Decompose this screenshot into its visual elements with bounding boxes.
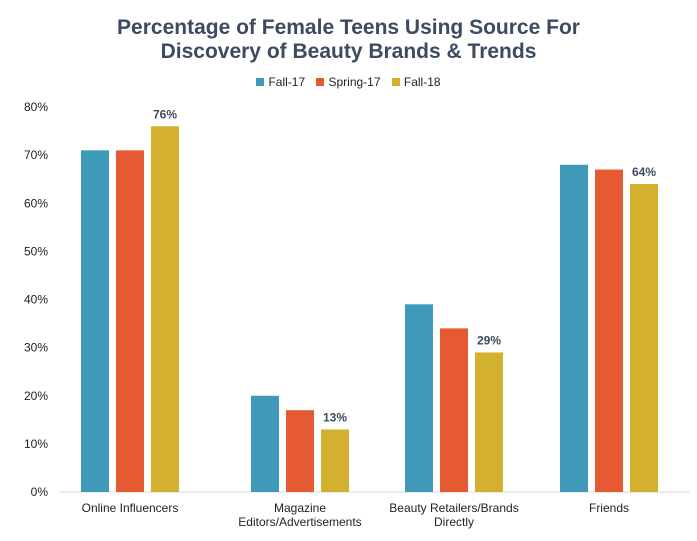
legend-swatch-spring-17 [316, 78, 325, 86]
x-tick-label: Friends [589, 501, 629, 515]
legend-swatch-fall-18 [391, 78, 400, 86]
y-tick-label: 20% [24, 389, 48, 403]
bar-fall-18-3 [630, 184, 658, 492]
y-tick-label: 80% [24, 100, 48, 114]
bar-fall-17-0 [81, 150, 109, 492]
bar-fall-18-0 [151, 126, 179, 492]
bar-fall-17-3 [560, 164, 588, 492]
bar-fall-18-2 [475, 352, 503, 492]
y-tick-label: 60% [24, 196, 48, 210]
legend-label-spring-17: Spring-17 [328, 75, 381, 89]
bar-spring-17-1 [286, 410, 314, 492]
legend-item-fall-17: Fall-17 [256, 75, 305, 89]
data-label: 29% [477, 333, 501, 347]
data-label: 64% [632, 165, 656, 179]
x-tick-label: Beauty Retailers/Brands [389, 501, 518, 515]
x-tick-label: Online Influencers [82, 501, 179, 515]
bar-fall-17-2 [405, 304, 433, 492]
chart-title-line-1: Percentage of Female Teens Using Source … [117, 16, 580, 39]
legend-item-fall-18: Fall-18 [391, 75, 441, 89]
chart-title: Percentage of Female Teens Using Source … [0, 16, 697, 64]
data-label: 13% [323, 410, 347, 424]
legend-label-fall-18: Fall-18 [403, 75, 441, 89]
x-tick-label: Magazine [274, 501, 326, 515]
x-tick-label: Directly [434, 515, 474, 529]
y-tick-label: 50% [24, 244, 48, 258]
legend-label-fall-17: Fall-17 [268, 75, 306, 89]
x-tick-label: Editors/Advertisements [238, 515, 361, 529]
chart-title-line-2: Discovery of Beauty Brands & Trends [160, 40, 537, 63]
bar-fall-18-1 [321, 429, 349, 492]
y-tick-label: 40% [24, 293, 48, 307]
chart-legend: Fall-17 Spring-17 Fall-18 [0, 75, 697, 89]
y-tick-label: 70% [24, 148, 48, 162]
bar-spring-17-2 [440, 328, 468, 492]
y-tick-label: 10% [24, 437, 48, 451]
y-tick-label: 0% [31, 485, 49, 499]
bar-spring-17-3 [595, 169, 623, 492]
legend-swatch-fall-17 [256, 78, 265, 86]
bar-spring-17-0 [116, 150, 144, 492]
y-tick-label: 30% [24, 341, 48, 355]
legend-item-spring-17: Spring-17 [316, 75, 381, 89]
bar-fall-17-1 [251, 395, 279, 492]
data-label: 76% [153, 107, 177, 121]
